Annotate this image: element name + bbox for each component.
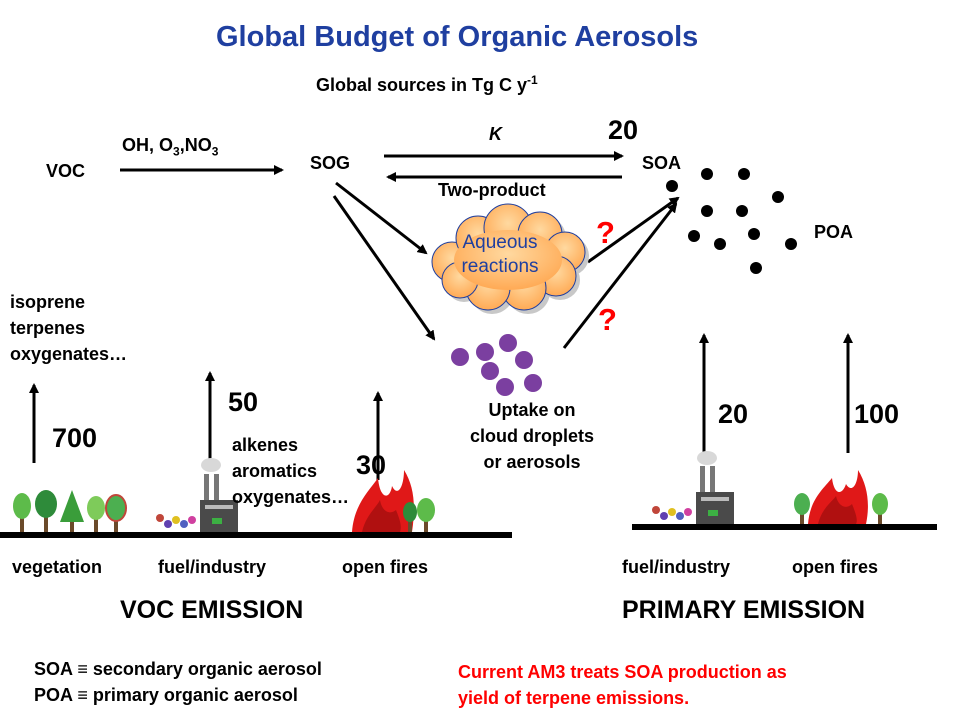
biogenic-species-label: isoprene terpenes oxygenates… bbox=[10, 292, 128, 364]
primary-industry-value: 20 bbox=[718, 399, 749, 429]
aqueous-cloud-fill bbox=[454, 230, 562, 290]
aqueous-question-mark: ? bbox=[596, 215, 615, 250]
fire-voc-value: 30 bbox=[356, 450, 387, 480]
industry-voc-value: 50 bbox=[228, 387, 259, 417]
subtitle-text: Global sources in Tg C y bbox=[316, 75, 528, 95]
sog-to-uptake-arrow bbox=[332, 195, 436, 341]
open-fire-1 bbox=[352, 470, 435, 532]
open-fire-2 bbox=[794, 470, 888, 524]
industry-factory-2 bbox=[652, 451, 734, 524]
open-fires-label-2: open fires bbox=[792, 557, 879, 577]
two-product-label: Two-product bbox=[438, 180, 546, 200]
oxidants-sub-o3: 3 bbox=[173, 144, 180, 159]
poa-definition: POA ≡ primary organic aerosol bbox=[34, 685, 298, 705]
am3-note: Current AM3 treats SOA production as yie… bbox=[458, 662, 787, 708]
oxidants-text-a: OH, O bbox=[122, 135, 174, 155]
poa-label: POA bbox=[814, 222, 854, 242]
primary-fire-value: 100 bbox=[854, 399, 900, 429]
primary-ground bbox=[632, 524, 937, 530]
voc-ground bbox=[0, 532, 512, 538]
aerosol-particles bbox=[666, 168, 797, 274]
anthropogenic-species-label: alkenes aromatics oxygenates… bbox=[232, 435, 350, 507]
sog-label: SOG bbox=[310, 153, 351, 173]
uptake-question-mark: ? bbox=[598, 302, 617, 337]
open-fires-label-1: open fires bbox=[342, 557, 429, 577]
voc-emission-title: VOC EMISSION bbox=[120, 596, 304, 624]
cloud-droplets bbox=[451, 334, 542, 396]
vegetation-trees bbox=[13, 490, 127, 532]
subtitle-exponent: -1 bbox=[527, 73, 538, 87]
soa-definition: SOA ≡ secondary organic aerosol bbox=[34, 659, 322, 679]
oxidants-label: OH, O3,NO3 bbox=[122, 135, 218, 159]
k-label: K bbox=[489, 124, 502, 144]
diagram-subtitle: Global sources in Tg C y-1 bbox=[316, 73, 538, 96]
aqueous-to-soa-arrow bbox=[587, 196, 680, 264]
soa-label: SOA bbox=[642, 153, 682, 173]
primary-emission-title: PRIMARY EMISSION bbox=[622, 596, 866, 624]
fuel-industry-label-2: fuel/industry bbox=[622, 557, 731, 577]
aqueous-reactions-label: Aqueous reactions bbox=[461, 232, 539, 277]
uptake-label: Uptake on cloud droplets or aerosols bbox=[469, 400, 594, 472]
diagram-title: Global Budget of Organic Aerosols bbox=[216, 21, 699, 53]
oxidants-sub-no3: 3 bbox=[211, 144, 219, 159]
voc-label: VOC bbox=[46, 161, 86, 181]
uptake-to-soa-arrow bbox=[562, 202, 678, 349]
soa-value: 20 bbox=[608, 115, 639, 145]
oxidants-text-c: ,NO bbox=[179, 135, 212, 155]
industry-factory-1 bbox=[156, 458, 238, 532]
fuel-industry-label-1: fuel/industry bbox=[158, 557, 267, 577]
vegetation-label: vegetation bbox=[12, 557, 103, 577]
vegetation-value: 700 bbox=[52, 423, 98, 453]
sog-to-aqueous-arrow bbox=[335, 181, 428, 255]
